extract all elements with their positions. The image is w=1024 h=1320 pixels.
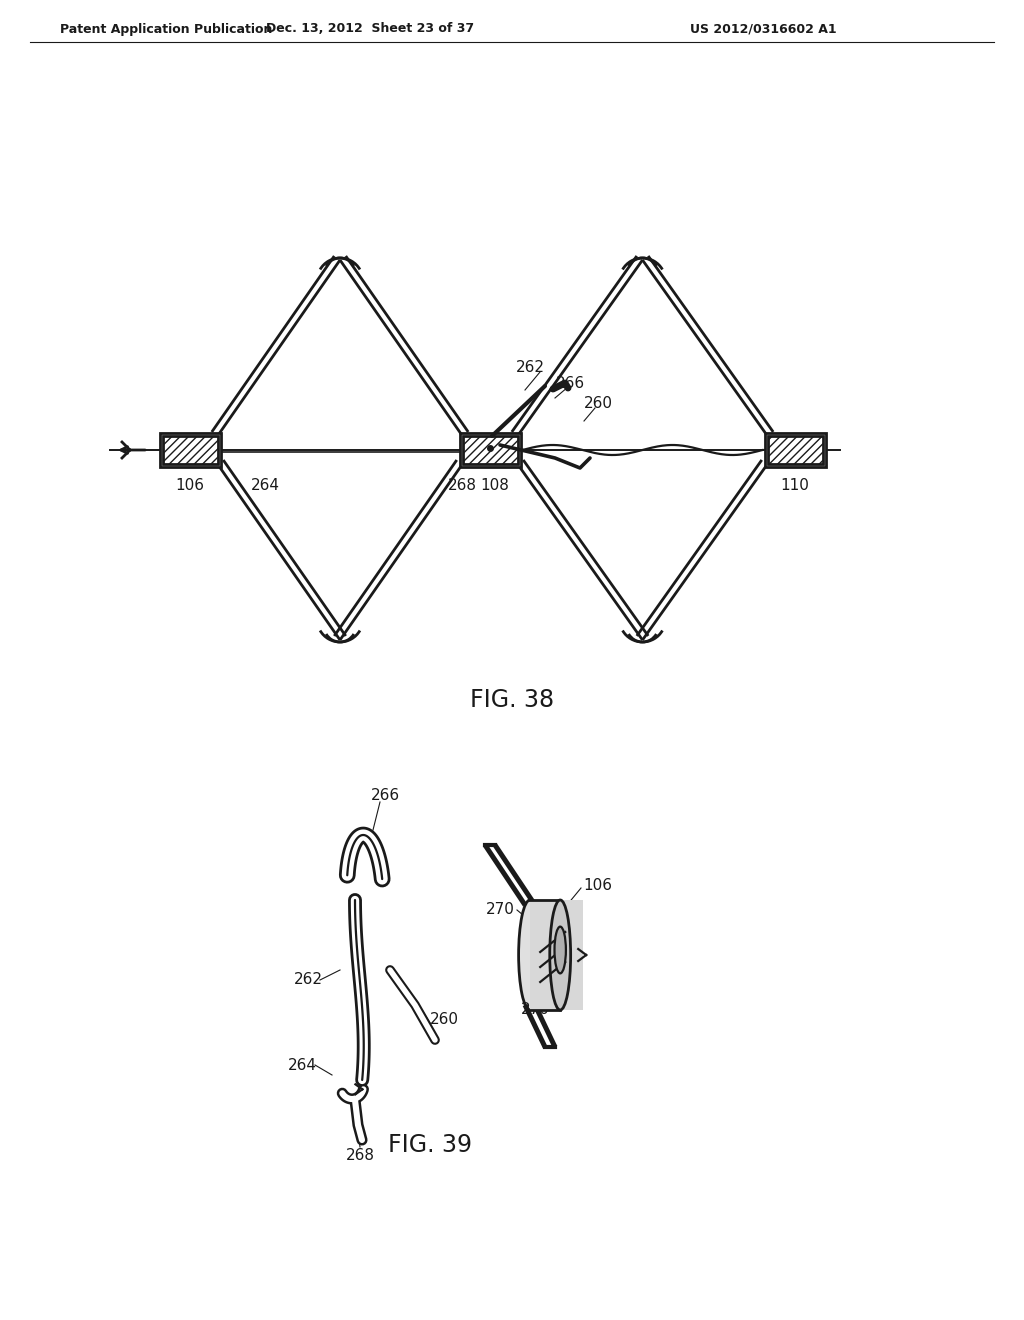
Text: 264: 264 xyxy=(251,479,280,494)
Bar xyxy=(160,433,220,467)
Bar xyxy=(163,436,217,465)
Text: 260: 260 xyxy=(584,396,612,412)
Bar xyxy=(768,436,822,465)
Text: 262: 262 xyxy=(515,360,545,375)
Text: US 2012/0316602 A1: US 2012/0316602 A1 xyxy=(690,22,837,36)
Ellipse shape xyxy=(555,927,566,973)
Text: 108: 108 xyxy=(480,479,509,494)
FancyBboxPatch shape xyxy=(530,900,584,1010)
Bar xyxy=(460,433,520,467)
Text: 106: 106 xyxy=(175,479,205,494)
Bar xyxy=(463,436,517,465)
Ellipse shape xyxy=(518,900,542,1010)
Text: 260: 260 xyxy=(430,1012,459,1027)
Text: 264: 264 xyxy=(288,1057,316,1072)
Text: 110: 110 xyxy=(780,479,809,494)
Text: 270: 270 xyxy=(520,1002,550,1018)
Ellipse shape xyxy=(550,900,570,1010)
Text: 270: 270 xyxy=(486,903,515,917)
Text: 262: 262 xyxy=(294,973,323,987)
Text: 266: 266 xyxy=(371,788,399,803)
Text: 268: 268 xyxy=(345,1147,375,1163)
Bar xyxy=(765,433,825,467)
Text: FIG. 38: FIG. 38 xyxy=(470,688,554,711)
Text: Patent Application Publication: Patent Application Publication xyxy=(60,22,272,36)
Text: 268: 268 xyxy=(447,479,476,494)
Text: Dec. 13, 2012  Sheet 23 of 37: Dec. 13, 2012 Sheet 23 of 37 xyxy=(266,22,474,36)
Text: FIG. 39: FIG. 39 xyxy=(388,1133,472,1158)
Text: 266: 266 xyxy=(555,376,585,392)
Text: 106: 106 xyxy=(583,878,612,892)
